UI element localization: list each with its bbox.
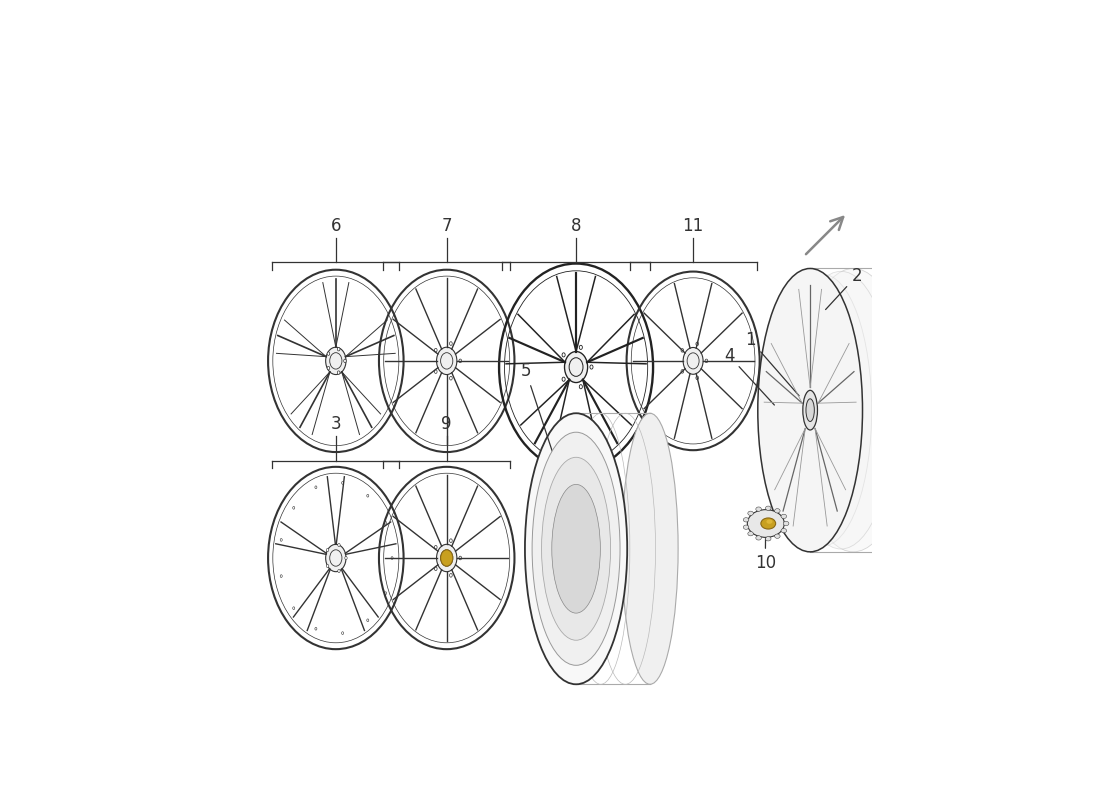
Ellipse shape [459, 359, 462, 362]
Ellipse shape [385, 522, 386, 524]
Ellipse shape [450, 539, 452, 542]
Ellipse shape [781, 514, 786, 518]
Ellipse shape [338, 347, 340, 351]
Ellipse shape [747, 510, 784, 538]
Ellipse shape [293, 607, 295, 610]
Ellipse shape [766, 506, 771, 510]
Ellipse shape [441, 550, 453, 566]
Ellipse shape [683, 347, 703, 374]
Ellipse shape [459, 556, 462, 560]
Ellipse shape [774, 534, 780, 538]
Ellipse shape [327, 548, 329, 551]
Text: 3: 3 [330, 415, 341, 433]
Ellipse shape [773, 274, 871, 546]
Ellipse shape [564, 351, 587, 382]
Ellipse shape [344, 557, 348, 559]
Ellipse shape [552, 484, 601, 613]
Text: 2: 2 [826, 267, 862, 310]
Ellipse shape [326, 544, 346, 572]
Ellipse shape [744, 525, 749, 530]
Ellipse shape [315, 627, 317, 630]
Ellipse shape [756, 507, 761, 511]
Ellipse shape [744, 518, 749, 522]
Ellipse shape [803, 390, 817, 430]
Text: 1: 1 [746, 331, 799, 396]
Ellipse shape [705, 359, 707, 362]
Ellipse shape [767, 519, 772, 524]
Ellipse shape [788, 271, 894, 549]
Text: 5: 5 [520, 362, 557, 465]
Text: 8: 8 [571, 217, 581, 234]
Ellipse shape [580, 346, 582, 350]
Ellipse shape [696, 376, 698, 380]
Ellipse shape [621, 414, 678, 684]
Ellipse shape [756, 536, 761, 540]
Ellipse shape [748, 531, 754, 536]
Ellipse shape [795, 269, 911, 552]
Ellipse shape [434, 370, 437, 374]
Ellipse shape [434, 546, 437, 549]
Ellipse shape [366, 494, 368, 497]
Ellipse shape [590, 365, 593, 369]
Ellipse shape [758, 269, 862, 552]
Ellipse shape [392, 557, 393, 559]
Ellipse shape [532, 432, 620, 666]
Ellipse shape [434, 348, 437, 352]
Ellipse shape [437, 347, 456, 374]
Ellipse shape [806, 399, 814, 422]
Ellipse shape [280, 538, 283, 542]
Ellipse shape [781, 529, 786, 533]
Ellipse shape [696, 342, 698, 346]
Ellipse shape [562, 377, 565, 382]
Text: 6: 6 [331, 217, 341, 234]
Ellipse shape [783, 522, 789, 526]
Ellipse shape [450, 376, 452, 380]
Text: 7: 7 [441, 217, 452, 234]
Ellipse shape [326, 347, 346, 374]
Ellipse shape [748, 511, 754, 515]
Ellipse shape [681, 370, 684, 373]
Ellipse shape [338, 570, 340, 573]
Ellipse shape [450, 342, 452, 346]
Ellipse shape [293, 506, 295, 509]
Ellipse shape [315, 486, 317, 489]
Ellipse shape [437, 544, 456, 572]
Text: 11: 11 [682, 217, 704, 234]
Ellipse shape [562, 353, 565, 357]
Ellipse shape [338, 371, 340, 374]
Ellipse shape [342, 632, 343, 634]
Ellipse shape [327, 352, 330, 355]
Ellipse shape [774, 509, 780, 513]
Ellipse shape [385, 592, 386, 594]
Ellipse shape [366, 619, 368, 622]
Ellipse shape [541, 458, 611, 640]
Ellipse shape [525, 414, 627, 684]
Text: 9: 9 [441, 415, 452, 433]
Ellipse shape [342, 482, 343, 484]
Text: 4: 4 [724, 347, 774, 405]
Ellipse shape [761, 518, 776, 529]
Text: 10: 10 [755, 518, 775, 572]
Ellipse shape [338, 543, 340, 546]
Ellipse shape [343, 359, 346, 362]
Ellipse shape [450, 574, 452, 577]
Ellipse shape [580, 385, 582, 389]
Ellipse shape [434, 567, 437, 570]
Ellipse shape [327, 565, 329, 568]
Ellipse shape [681, 349, 684, 352]
Ellipse shape [280, 574, 283, 578]
Ellipse shape [766, 537, 771, 541]
Ellipse shape [327, 366, 330, 370]
